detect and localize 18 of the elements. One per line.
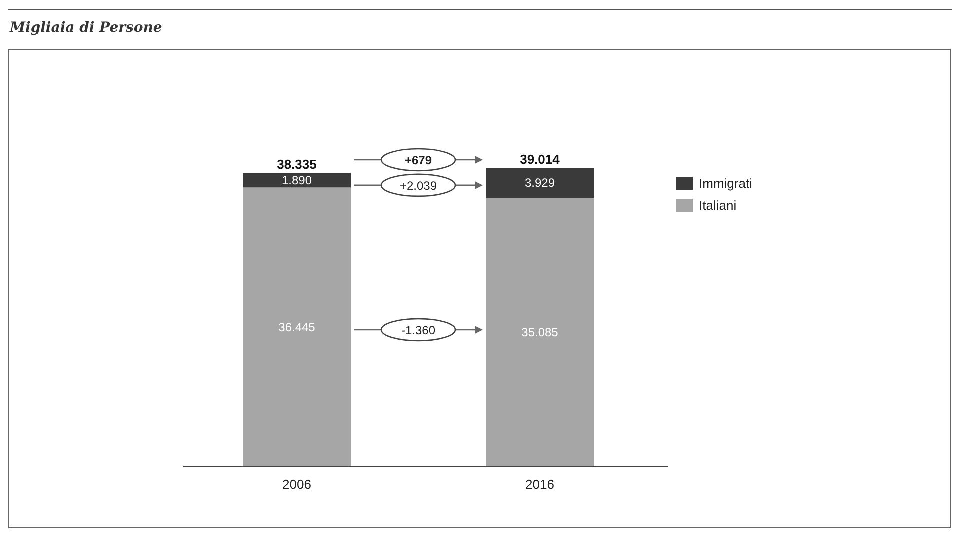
total-label: 38.335 xyxy=(277,157,317,172)
text: +679 xyxy=(404,154,432,168)
x-tick-label: 2016 xyxy=(526,477,554,492)
data-label: 36.445 xyxy=(278,320,316,334)
legend-label: Immigrati xyxy=(699,176,753,191)
legend-label: Italiani xyxy=(699,198,737,213)
data-label: 1.890 xyxy=(282,173,312,188)
data-label: 35.085 xyxy=(522,326,559,340)
bar xyxy=(243,188,351,467)
annotation: +2.039 xyxy=(400,178,438,193)
bar xyxy=(486,168,594,198)
total-label: 39.014 xyxy=(520,152,561,167)
chart-title: Migliaia di Persone xyxy=(9,20,162,36)
bar xyxy=(486,198,594,467)
x-tick-label: 2006 xyxy=(282,477,312,492)
annotation: -1.360 xyxy=(401,323,436,338)
bar xyxy=(243,173,351,188)
data-label: 3.929 xyxy=(524,176,556,190)
